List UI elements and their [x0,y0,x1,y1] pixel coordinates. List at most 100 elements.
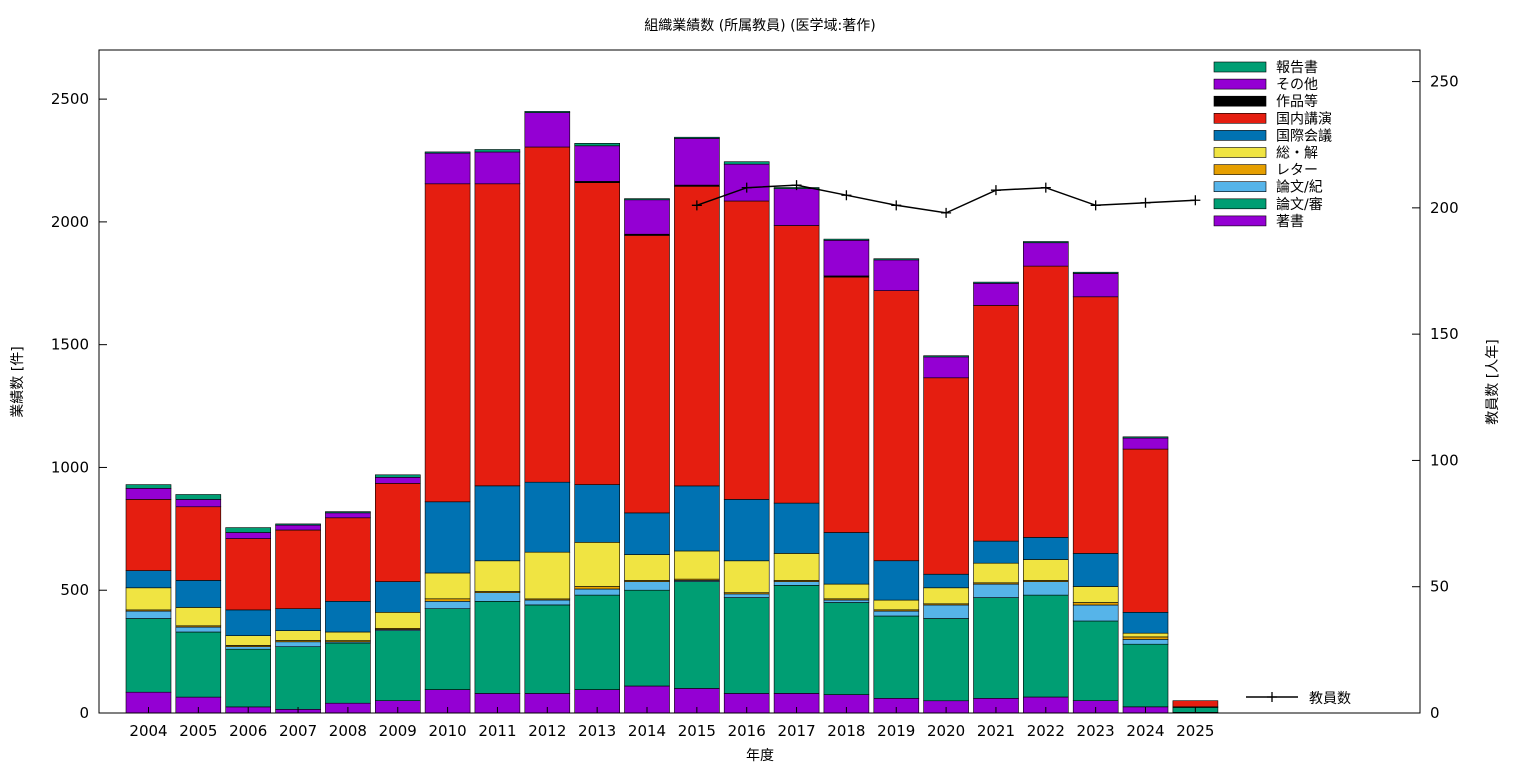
bar-segment-2024-s1 [1122,643,1169,708]
bar-segment-2010-s9 [424,151,471,154]
bar-segment-2016-s1 [723,597,770,694]
bar-segment-2016-s8 [723,163,770,202]
bar-segment-2009-s4 [374,611,421,629]
bar-segment-2005-s8 [175,499,222,508]
bar-segment-2022-s4 [1022,559,1069,581]
bar-segment-2008-s6 [325,517,371,602]
bar-segment-2018-s1 [823,602,870,695]
bar-segment-2004-s4 [125,587,172,611]
faculty-point-2015 [691,200,702,211]
bar-segment-2013-s5 [574,484,621,543]
x-tick-label: 2020 [927,722,965,740]
bar-segment-2016-s9 [723,161,770,165]
bar-segment-2006-s1 [225,648,271,708]
bar-segment-2004-s5 [125,570,172,589]
bar-segment-2006-s2 [225,646,271,650]
y2-tick-label: 150 [1430,325,1459,343]
x-tick-label: 2024 [1126,722,1164,740]
bar-segment-2023-s8 [1072,273,1119,298]
bar-segment-2019-s2 [873,610,920,617]
bar-segment-2023-s2 [1072,604,1119,622]
bar-segment-2012-s4 [524,551,571,600]
bar-segment-2019-s5 [873,560,920,601]
faculty-point-2016 [741,182,752,193]
bar-segment-2006-s8 [225,532,271,539]
faculty-point-2020 [941,207,952,218]
bar-segment-2011-s6 [474,183,521,487]
bar-segment-2013-s4 [574,541,621,587]
bar-segment-2005-s6 [175,506,222,581]
bar-segment-2016-s4 [723,560,770,593]
bar-segment-2011-s8 [474,151,521,185]
bar-segment-2017-s5 [773,502,820,554]
bar-segment-2021-s4 [973,562,1019,584]
faculty-point-2021 [990,185,1001,196]
x-tick-label: 2012 [528,722,566,740]
x-tick-label: 2010 [429,722,467,740]
legend-label: 論文/紀 [1276,180,1323,196]
x-tick-label: 2025 [1176,722,1214,740]
bar-segment-2004-s8 [125,487,172,500]
faculty-line [691,180,1201,218]
bar-segment-2013-s9 [574,143,621,147]
x-tick-label: 2023 [1077,722,1115,740]
bar-segment-2019-s4 [873,599,920,611]
legend-swatch [1213,113,1267,124]
bar-segment-2019-s1 [873,615,920,699]
bar-segment-2016-s5 [723,499,770,562]
bar-segment-2020-s6 [923,377,969,575]
bar-segment-2024-s3 [1122,636,1169,640]
faculty-point-2019 [891,200,902,211]
x-tick-label: 2019 [877,722,915,740]
x-tick-label: 2021 [977,722,1015,740]
y2-tick-label: 100 [1430,451,1459,469]
legend-swatch [1213,198,1267,210]
bar-segment-2018-s6 [823,276,870,533]
x-tick-label: 2006 [229,722,267,740]
x-tick-label: 2013 [578,722,616,740]
bar-segment-2006-s6 [225,538,271,611]
bar-segment-2013-s1 [574,594,621,690]
bar-segment-2015-s1 [674,581,720,689]
bar-segment-2021-s5 [973,540,1019,564]
x-tick-label: 2004 [129,722,167,740]
bar-segment-2022-s9 [1022,241,1069,244]
bar-segment-2020-s2 [923,604,969,619]
bar-segment-2015-s8 [674,138,720,186]
bar-segment-2019-s6 [873,290,920,562]
bar-segment-2008-s5 [325,600,371,633]
bar-segment-2010-s1 [424,608,471,690]
bar-segment-2023-s1 [1072,620,1119,702]
bar-segment-2020-s5 [923,573,969,589]
bar-segment-2018-s9 [823,238,870,241]
bar-segment-2010-s6 [424,183,471,503]
bar-segment-2007-s6 [275,529,321,609]
bar-segment-2018-s4 [823,583,870,600]
legend-line-marker [1267,692,1277,702]
legend-label: 報告書 [1276,60,1318,76]
bar-segment-2007-s5 [275,608,321,631]
bar-segment-2021-s8 [973,282,1019,306]
bar-segment-2014-s8 [624,199,670,235]
bar-segment-2007-s9 [275,523,321,526]
bar-segment-2023-s6 [1072,296,1119,554]
legend-label: 論文/審 [1276,197,1323,213]
y-tick-label: 0 [79,704,89,722]
x-tick-label: 2005 [179,722,217,740]
bar-segment-2017-s6 [773,225,820,504]
faculty-point-2024 [1140,197,1151,208]
bar-segment-2010-s3 [424,598,471,602]
bar-segment-2014-s6 [624,235,670,514]
bar-segment-2014-s1 [624,589,670,687]
bar-segment-2024-s8 [1122,437,1169,450]
legend-swatch [1213,215,1267,227]
legend-swatch [1213,95,1267,107]
bar-segment-2014-s2 [624,581,670,591]
bar-segment-2015-s5 [674,485,720,552]
bar-segment-2014-s4 [624,554,670,581]
bar-segment-2011-s1 [474,600,521,694]
faculty-point-2022 [1040,182,1051,193]
bar-segment-2012-s6 [524,146,571,483]
bar-segment-2021-s9 [973,281,1019,284]
bar-segment-2024-s9 [1122,436,1169,439]
